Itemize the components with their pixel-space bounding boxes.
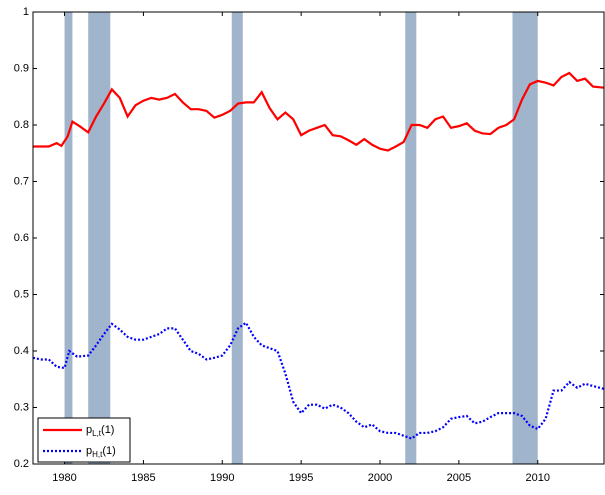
plot-frame xyxy=(32,11,605,465)
x-tick-label: 1990 xyxy=(210,472,234,484)
y-tick-label: 0.4 xyxy=(14,345,29,357)
shaded-region xyxy=(405,12,417,464)
legend-box xyxy=(37,417,131,463)
y-tick-label: 0.8 xyxy=(14,119,29,131)
legend-suffix: (1) xyxy=(101,424,114,436)
x-tick-label: 1985 xyxy=(131,472,155,484)
x-tick-label: 2005 xyxy=(447,472,471,484)
legend-suffix: (1) xyxy=(102,445,115,457)
shaded-region xyxy=(64,12,73,464)
line-series xyxy=(32,321,605,440)
x-tick-label: 1995 xyxy=(289,472,313,484)
legend-name: p xyxy=(86,424,92,436)
shaded-region xyxy=(512,12,538,464)
legend-subscript: H,t xyxy=(92,450,103,459)
legend-label: pL,t(1) xyxy=(86,424,114,438)
x-tick-label: 2010 xyxy=(526,472,550,484)
shaded-region xyxy=(88,12,111,464)
legend-subscript: L,t xyxy=(92,429,102,438)
y-tick-label: 0.5 xyxy=(14,288,29,300)
x-tick-label: 1980 xyxy=(52,472,76,484)
y-tick-label: 0.7 xyxy=(14,175,29,187)
shaded-region xyxy=(231,12,243,464)
legend-name: p xyxy=(86,445,92,457)
y-tick-label: 0.3 xyxy=(14,401,29,413)
legend-label: pH,t(1) xyxy=(86,445,116,459)
y-tick-label: 0.9 xyxy=(14,62,29,74)
y-tick-label: 0.6 xyxy=(14,232,29,244)
x-tick-label: 2000 xyxy=(368,472,392,484)
line-series xyxy=(33,71,605,152)
y-tick-label: 0.2 xyxy=(14,458,29,470)
y-tick-label: 1 xyxy=(23,6,29,18)
